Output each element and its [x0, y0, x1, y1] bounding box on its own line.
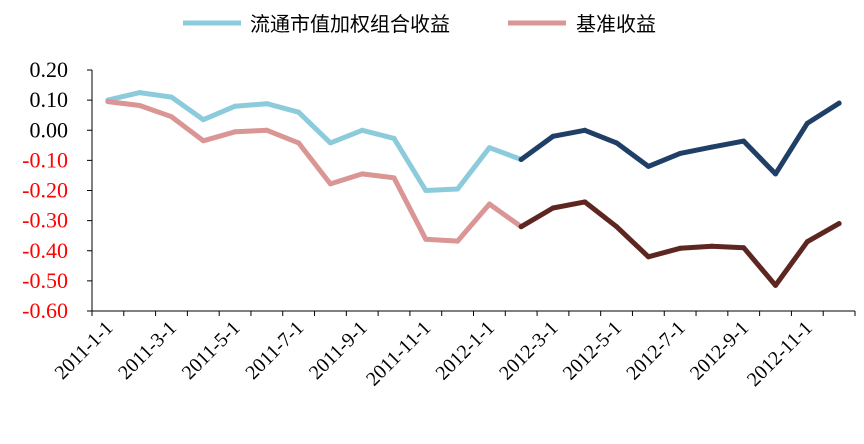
- series-0-point: [232, 103, 238, 109]
- series-1-point: [137, 103, 143, 109]
- x-tick-label: 2011-11-1: [362, 317, 435, 390]
- y-tick-label: -0.30: [22, 208, 68, 233]
- series-1-point: [709, 243, 715, 249]
- legend-label-benchmark: 基准收益: [576, 12, 656, 36]
- series-0-point: [359, 127, 365, 133]
- series-0-line-early: [105, 90, 524, 193]
- series-1-point: [359, 171, 365, 177]
- series-0-point: [709, 144, 715, 150]
- x-tick-label: 2011-1-1: [51, 317, 118, 384]
- x-tick-label: 2012-11-1: [743, 317, 817, 391]
- legend: 流通市值加权组合收益 基准收益: [183, 12, 656, 36]
- series-0-point: [200, 117, 206, 123]
- series-1-point: [741, 245, 747, 251]
- y-tick-label: 0.20: [30, 57, 69, 82]
- series-1-line-early: [105, 99, 524, 244]
- y-tick-label: -0.50: [22, 268, 68, 293]
- series-1-point: [455, 238, 461, 244]
- series-0-point: [582, 127, 588, 133]
- series-0-point: [391, 135, 397, 141]
- series-1-point: [518, 224, 524, 230]
- y-tick-label: -0.40: [22, 238, 68, 263]
- y-axis-ticks: 0.20 0.10 0.00 -0.10 -0.20 -0.30 -0.40 -0.50 -0.…: [22, 57, 92, 323]
- series-1-line-late: [518, 199, 842, 288]
- series-1-point: [486, 201, 492, 207]
- series-1-point: [264, 127, 270, 133]
- series-1-point: [645, 254, 651, 260]
- series-1-point: [168, 114, 174, 120]
- y-tick-label: -0.10: [22, 147, 68, 172]
- y-tick-label: 0.10: [30, 87, 69, 112]
- x-tick-label: 2012-7-1: [622, 317, 689, 384]
- series-0-point: [264, 101, 270, 107]
- series-0-point: [168, 94, 174, 100]
- series-0-point: [804, 120, 810, 126]
- series-1-point: [550, 205, 556, 211]
- legend-label-portfolio: 流通市值加权组合收益: [250, 12, 450, 36]
- series-0-point: [423, 188, 429, 193]
- series-0-point: [296, 109, 302, 115]
- y-tick-label: -0.20: [22, 178, 68, 203]
- series-1-point: [391, 175, 397, 181]
- series-0-point: [741, 138, 747, 144]
- series-0-point: [327, 140, 333, 146]
- series-0-point: [518, 156, 524, 162]
- series-1-point: [327, 181, 333, 187]
- series-0-point: [137, 90, 143, 96]
- series-1-point: [423, 236, 429, 242]
- series-1-point: [232, 129, 238, 135]
- series-0-point: [614, 140, 620, 146]
- x-tick-label: 2011-7-1: [241, 317, 308, 384]
- y-tick-label: 0.00: [30, 117, 69, 142]
- series-0-line-late: [518, 100, 842, 177]
- series-0-point: [550, 133, 556, 139]
- series-1-point: [773, 282, 779, 288]
- series-1-point: [614, 224, 620, 230]
- x-tick-label: 2011-5-1: [178, 317, 245, 384]
- series-1-point: [836, 221, 842, 227]
- series-1-point: [105, 99, 111, 105]
- axes: [91, 70, 855, 312]
- x-tick-label: 2012-5-1: [559, 317, 626, 384]
- series-1-point: [200, 138, 206, 144]
- series-1-point: [296, 140, 302, 146]
- series-0-point: [677, 150, 683, 156]
- x-tick-label: 2012-1-1: [432, 317, 499, 384]
- x-tick-label: 2012-3-1: [495, 317, 562, 384]
- series-0-point: [455, 186, 461, 192]
- x-tick-label: 2011-3-1: [114, 317, 181, 384]
- series-1-point: [804, 239, 810, 245]
- series-0-point: [773, 171, 779, 177]
- series-1-point: [582, 199, 588, 205]
- series-lines: [105, 90, 842, 288]
- x-axis-ticks: 2011-1-12011-3-12011-5-12011-7-12011-9-1…: [51, 311, 856, 391]
- series-1-point: [677, 245, 683, 251]
- y-tick-label: -0.60: [22, 298, 68, 323]
- series-0-point: [486, 145, 492, 151]
- series-0-point: [836, 100, 842, 106]
- series-0-point: [645, 163, 651, 169]
